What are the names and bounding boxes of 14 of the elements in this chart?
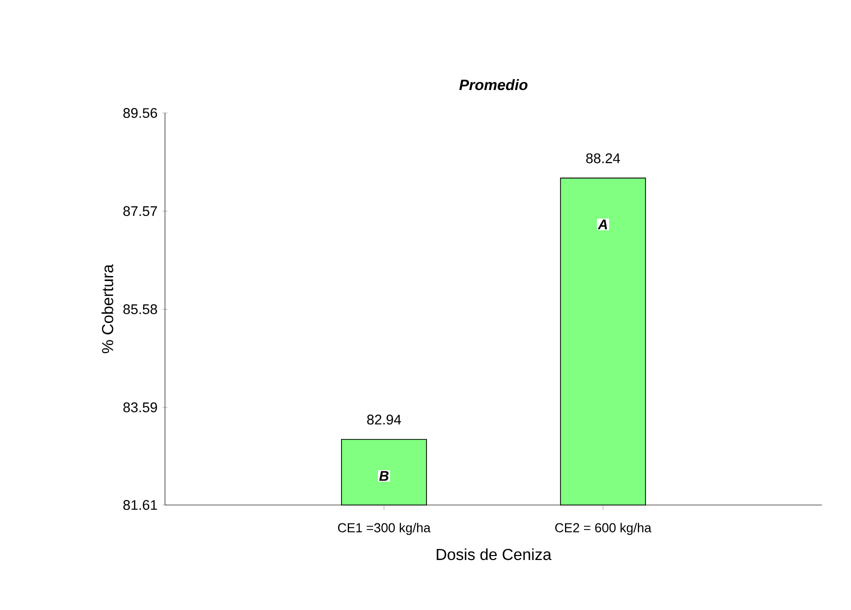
data-label: 82.94 — [367, 414, 402, 425]
data-label: 88.24 — [586, 153, 620, 164]
y-axis-title: % Cobertura — [102, 264, 114, 354]
chart-title: Promedio — [459, 79, 528, 90]
x-tick-label: CE1 =300 kg/ha — [338, 522, 431, 535]
y-tick-label: 81.61 — [123, 500, 157, 510]
x-axis-title: Dosis de Ceniza — [436, 548, 552, 560]
x-tick-label: CE2 = 600 kg/ha — [555, 522, 652, 535]
y-tick-label: 83.59 — [123, 402, 157, 412]
y-tick-label: 87.57 — [123, 206, 157, 216]
annotation: A — [598, 220, 608, 230]
y-tick-label: 85.58 — [123, 304, 158, 314]
annotation: B — [379, 471, 389, 481]
y-tick-label: 89.56 — [123, 108, 158, 118]
